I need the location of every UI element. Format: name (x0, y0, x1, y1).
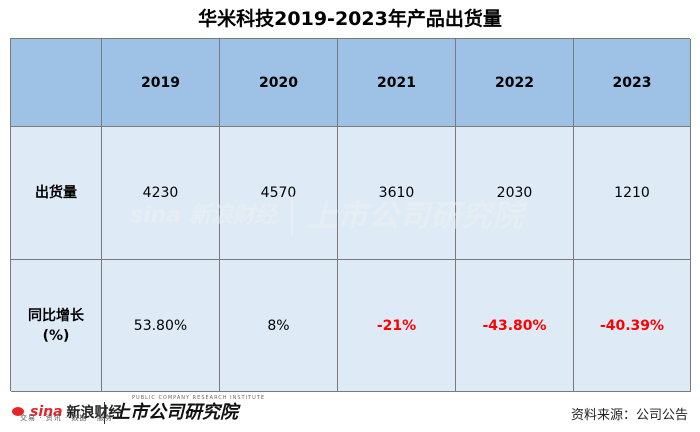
table-title: 华米科技2019-2023年产品出货量 (198, 8, 502, 30)
shipments-2019: 4230 (102, 127, 220, 260)
data-source-note: 资料来源：公司公告 (570, 408, 688, 423)
shipments-2021: 3610 (338, 127, 456, 260)
research-institute-subtitle: PUBLIC COMPANY RESEARCH INSTITUTE (132, 395, 265, 401)
yoy-2020: 8% (220, 260, 338, 392)
row-label-yoy-growth: 同比增长 (%) (11, 260, 102, 392)
shipments-2023: 1210 (574, 127, 691, 260)
header-year-2021: 2021 (338, 39, 456, 127)
shipments-2022: 2030 (456, 127, 574, 260)
header-corner-cell (11, 39, 102, 127)
header-year-2019: 2019 (102, 39, 220, 127)
sina-wordmark: sina (30, 404, 63, 420)
header-year-2020: 2020 (220, 39, 338, 127)
footer: sina 新浪财经 交易 · 资讯 · 数据 · 服务 PUBLIC COMPA… (0, 394, 700, 432)
research-institute-logo: 上市公司研究院 (112, 402, 238, 423)
sina-finance-wordmark: 新浪财经 (66, 405, 123, 421)
sina-finance-logo: sina 新浪财经 (10, 402, 123, 422)
footer-divider (104, 402, 105, 424)
yoy-2022: -43.80% (456, 260, 574, 392)
row-label-shipments: 出货量 (11, 127, 102, 260)
sina-finance-tagline: 交易 · 资讯 · 数据 · 服务 (20, 414, 114, 422)
yoy-2021: -21% (338, 260, 456, 392)
shipment-table: 2019 2020 2021 2022 2023 出货量 4230 4570 3… (10, 38, 691, 392)
header-year-2023: 2023 (574, 39, 691, 127)
row-label-yoy-line2: (%) (42, 327, 70, 344)
row-label-yoy-line1: 同比增长 (28, 307, 84, 324)
header-year-2022: 2022 (456, 39, 574, 127)
sina-eye-icon (10, 405, 28, 419)
yoy-2019: 53.80% (102, 260, 220, 392)
yoy-2023: -40.39% (574, 260, 691, 392)
shipments-2020: 4570 (220, 127, 338, 260)
